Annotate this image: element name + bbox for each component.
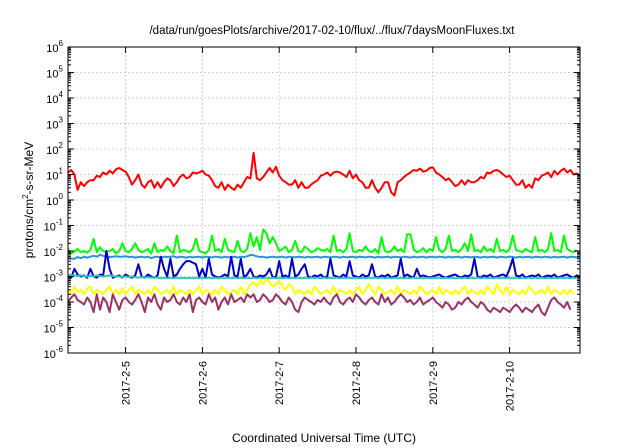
series-line-3 (67, 228, 578, 255)
plot-frame (67, 46, 581, 354)
y-tick-label: 10-3 (44, 269, 64, 285)
series-line-4 (67, 250, 581, 279)
y-tick-label: 104 (46, 90, 63, 106)
x-tick-label: 2017-2-8 (351, 361, 363, 405)
chart-title: /data/run/goesPlots/archive/2017-02-10/f… (149, 25, 515, 37)
series-group (67, 151, 581, 317)
y-tick-label: 10-2 (44, 243, 64, 259)
series-line-1 (67, 151, 581, 197)
x-tick-label: 2017-2-9 (428, 361, 440, 405)
x-tick-label: 2017-2-10 (505, 361, 517, 411)
y-tick-label: 102 (46, 141, 63, 157)
y-tick-label: 101 (46, 167, 63, 183)
y-tick-label: 10-5 (44, 320, 64, 336)
x-axis-title: Coordinated Universal Time (UTC) (232, 431, 416, 445)
y-tick-label: 10-6 (44, 345, 64, 361)
axes: 106 105 104 103 102 101 100 10-1 10-2 10-3 10-4 10-… (44, 39, 580, 411)
x-tick-label: 2017-2-5 (121, 361, 133, 405)
series-line-7 (67, 293, 572, 317)
y-tick-label: 103 (46, 116, 63, 132)
y-tick-label: 105 (46, 65, 63, 81)
x-tick-label: 2017-2-7 (274, 361, 286, 405)
series-line-5 (67, 273, 577, 280)
series-line-2 (67, 253, 581, 260)
y-tick-label: 100 (46, 192, 63, 208)
y-tick-label: 10-4 (44, 294, 64, 310)
series-line-6 (67, 278, 575, 296)
y-tick-label: 106 (46, 39, 63, 55)
y-axis-title: protons/cm2-s-sr-MeV (21, 142, 36, 258)
y-tick-label: 10-1 (44, 218, 64, 234)
x-tick-label: 2017-2-6 (197, 361, 209, 405)
